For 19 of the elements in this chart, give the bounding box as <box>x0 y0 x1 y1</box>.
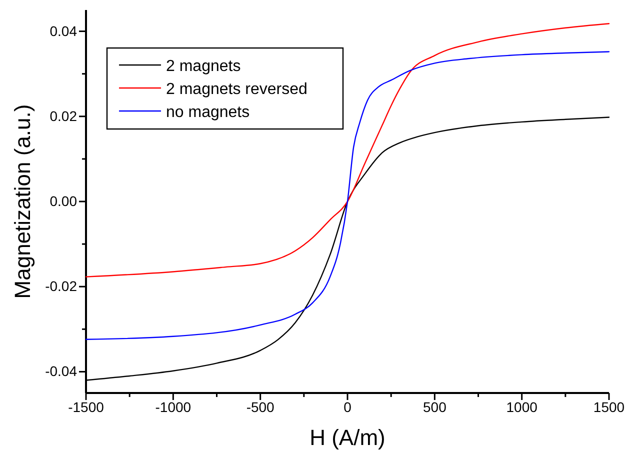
legend-label: 2 magnets reversed <box>166 81 308 98</box>
y-tick-label: -0.02 <box>45 278 78 294</box>
x-axis-title: H (A/m) <box>310 425 386 450</box>
y-axis-title: Magnetization (a.u.) <box>10 104 35 299</box>
line-series <box>85 23 610 278</box>
x-tick-label: 1500 <box>593 398 625 415</box>
y-tick-label: -0.04 <box>45 363 78 380</box>
legend-label: 2 magnets <box>166 58 241 75</box>
x-tick-label: 1000 <box>506 398 538 415</box>
x-tick-label: 0 <box>344 398 352 415</box>
x-tick-label: -1000 <box>155 398 192 415</box>
x-tick-label: -1500 <box>68 398 104 415</box>
legend-label: no magnets <box>166 104 250 121</box>
y-tick-label: 0.04 <box>50 22 78 39</box>
x-tick-label: -500 <box>246 398 275 415</box>
y-tick-label: 0.00 <box>50 192 78 209</box>
line-series <box>85 51 610 340</box>
y-tick-label: 0.02 <box>50 108 78 124</box>
x-tick-label: 500 <box>422 398 447 415</box>
